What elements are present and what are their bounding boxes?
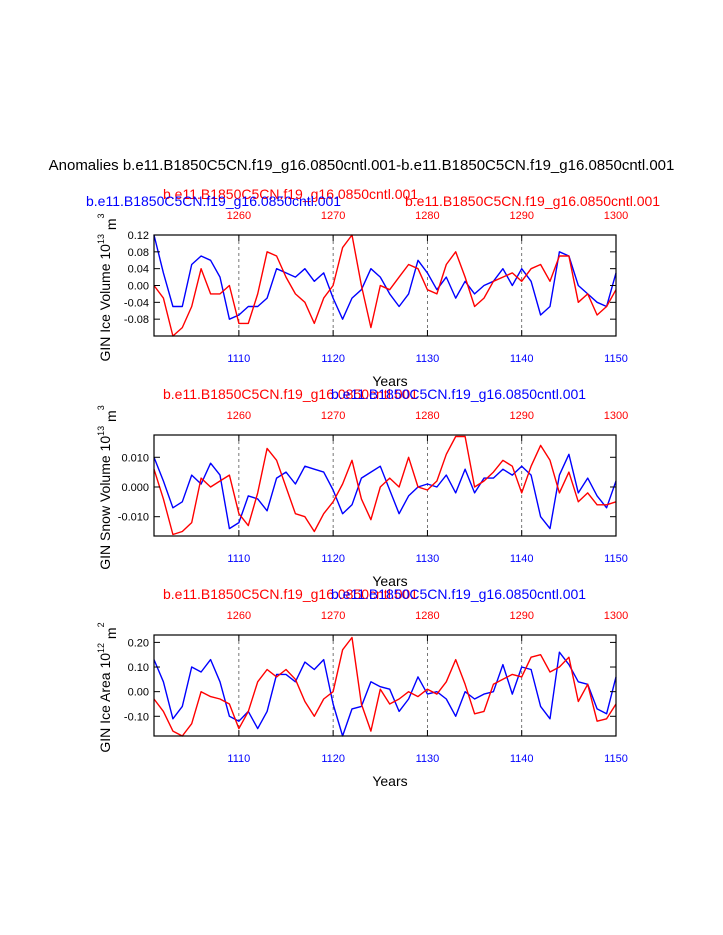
- top-case-label-blue: b.e11.B1850C5CN.f19_g16.0850cntl.001: [331, 586, 586, 602]
- x-axis-title: Years: [372, 773, 407, 789]
- series-line-red: [153, 234, 617, 337]
- y-tick-label: 0.04: [128, 264, 149, 276]
- top-case-label-blue: b.e11.B1850C5CN.f19_g16.0850cntl.001: [331, 386, 586, 402]
- x-tick-label-bottom: 1110: [227, 753, 250, 765]
- x-tick-label-top: 1290: [509, 410, 533, 422]
- x-tick-label-top: 1290: [509, 210, 533, 222]
- y-axis-title-part: 13: [96, 234, 106, 244]
- series-line-blue: [153, 453, 617, 530]
- y-axis-title-part: m: [103, 627, 119, 643]
- x-tick-label-top: 1270: [321, 610, 345, 622]
- x-tick-label-top: 1280: [415, 210, 439, 222]
- y-tick-label: 0.08: [128, 247, 149, 259]
- top-case-label-red: b.e11.B1850C5CN.f19_g16.0850cntl.001: [163, 586, 418, 602]
- panel-2: 0.010 0.000 -0.010 1110 1120 1130 1140 1150 1260…: [96, 386, 628, 589]
- y-tick-label: 0.12: [128, 230, 149, 242]
- x-tick-label-top: 1270: [321, 210, 345, 222]
- panels: 0.12 0.08 0.04 0.00 -0.04 -0.08 1110 1120 1130 11…: [86, 186, 660, 789]
- y-axis-title-part: 2: [96, 622, 106, 627]
- x-tick-label-top: 1280: [415, 610, 439, 622]
- y-tick-label: 0.10: [128, 662, 149, 674]
- x-tick-label-bottom: 1150: [604, 353, 628, 365]
- y-axis-title: GIN Snow Volume 1013 m3: [96, 405, 119, 569]
- y-tick-label: -0.010: [118, 512, 149, 524]
- x-tick-label-bottom: 1150: [604, 553, 628, 565]
- x-tick-label-top: 1300: [604, 610, 628, 622]
- x-tick-label-top: 1300: [604, 210, 628, 222]
- y-axis-title-part: m: [103, 218, 119, 234]
- y-axis-title-part: 3: [96, 213, 106, 218]
- x-tick-label-bottom: 1120: [321, 753, 345, 765]
- x-tick-label-bottom: 1110: [227, 553, 250, 565]
- x-tick-label-bottom: 1120: [321, 553, 345, 565]
- x-tick-label-top: 1260: [227, 410, 251, 422]
- x-tick-label-top: 1270: [321, 410, 345, 422]
- series-line-blue: [153, 651, 617, 737]
- x-tick-label-bottom: 1140: [510, 553, 534, 565]
- y-axis-title-part: GIN Snow Volume 10: [97, 436, 113, 570]
- series-line-red: [153, 435, 617, 536]
- y-axis-title-part: m: [103, 410, 119, 426]
- x-tick-label-top: 1260: [227, 610, 251, 622]
- top-case-label-blue: b.e11.B1850C5CN.f19_g16.0850cntl.001: [86, 193, 341, 209]
- series-line-blue: [153, 234, 617, 320]
- y-tick-label: 0.010: [121, 452, 149, 464]
- x-axis-title: Years: [372, 373, 407, 389]
- x-tick-label-bottom: 1150: [604, 753, 628, 765]
- y-tick-label: 0.20: [128, 637, 149, 649]
- main-title: Anomalies b.e11.B1850C5CN.f19_g16.0850cn…: [49, 157, 675, 174]
- x-tick-label-bottom: 1140: [510, 753, 534, 765]
- panel-1: 0.12 0.08 0.04 0.00 -0.04 -0.08 1110 1120 1130 11…: [86, 186, 660, 389]
- series-line-red: [153, 636, 617, 737]
- x-tick-label-bottom: 1110: [227, 353, 250, 365]
- y-axis-title-part: GIN Ice Volume 10: [97, 244, 113, 362]
- y-tick-label: -0.08: [124, 314, 149, 326]
- y-axis-title: GIN Ice Volume 1013 m3: [96, 213, 119, 361]
- x-tick-label-bottom: 1130: [416, 553, 440, 565]
- panel-3: 0.20 0.10 0.00 -0.10 1110 1120 1130 1140 1150 126…: [96, 586, 628, 789]
- x-tick-label-top: 1290: [509, 610, 533, 622]
- x-tick-label-top: 1260: [227, 210, 251, 222]
- top-case-label-red: b.e11.B1850C5CN.f19_g16.0850cntl.001: [163, 186, 418, 202]
- plot-frame: [153, 634, 617, 737]
- x-tick-label-bottom: 1130: [416, 353, 440, 365]
- y-axis-title-part: 12: [96, 643, 106, 653]
- y-axis-title-part: 3: [96, 405, 106, 410]
- x-axis-title: Years: [372, 573, 407, 589]
- plot-frame: [153, 434, 617, 537]
- y-axis-title-part: 13: [96, 426, 106, 436]
- x-tick-label-top: 1300: [604, 410, 628, 422]
- x-tick-label-bottom: 1120: [321, 353, 345, 365]
- y-tick-label: 0.000: [121, 482, 149, 494]
- top-case-label-red: b.e11.B1850C5CN.f19_g16.0850cntl.001: [163, 386, 418, 402]
- y-axis-title-part: GIN Ice Area 10: [97, 653, 113, 753]
- x-tick-label-bottom: 1130: [416, 753, 440, 765]
- x-tick-label-top: 1280: [415, 410, 439, 422]
- y-axis-title: GIN Ice Area 1012 m2: [96, 622, 119, 752]
- top-case-label-red-2: b.e11.B1850C5CN.f19_g16.0850cntl.001: [405, 193, 660, 209]
- x-tick-label-bottom: 1140: [510, 353, 534, 365]
- y-tick-label: 0.00: [128, 687, 149, 699]
- y-tick-label: -0.04: [124, 297, 149, 309]
- y-tick-label: 0.00: [128, 281, 149, 293]
- y-tick-label: -0.10: [124, 711, 149, 723]
